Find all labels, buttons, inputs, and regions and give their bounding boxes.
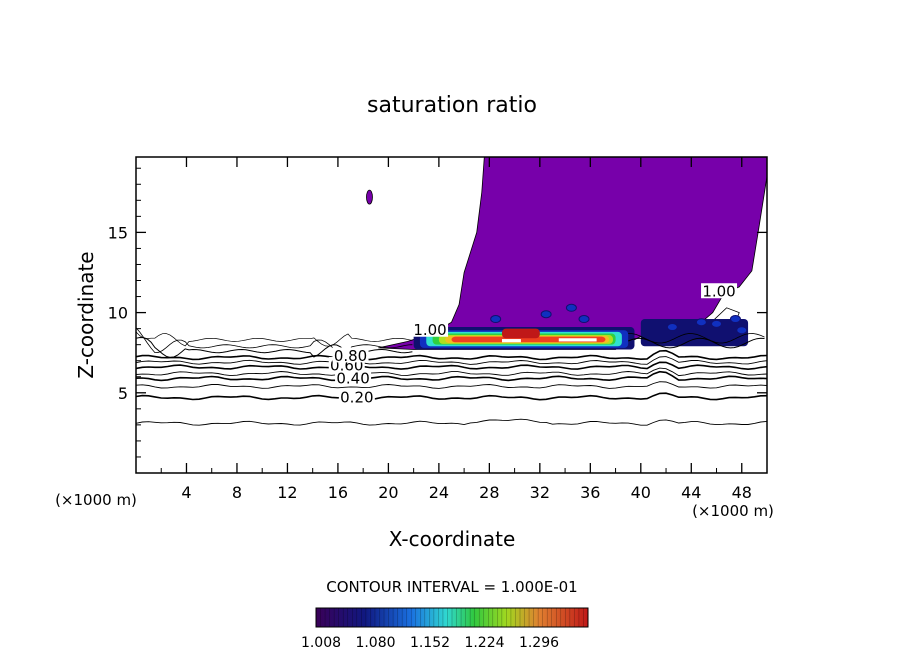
- x-tick-label: 24: [429, 483, 449, 502]
- cloud-blob: [729, 315, 741, 324]
- cloud-band-layer: [501, 328, 540, 339]
- x-tick-label: 28: [479, 483, 499, 502]
- cloud-blob: [666, 323, 678, 332]
- contour-interval-label: CONTOUR INTERVAL = 1.000E-01: [326, 578, 577, 596]
- contour-label: 1.00: [413, 321, 446, 339]
- x-unit-left: (×1000 m): [55, 491, 137, 509]
- contour-line: [136, 392, 767, 401]
- cloud-band-gap: [558, 338, 597, 342]
- x-tick-label: 8: [232, 483, 242, 502]
- cloud-blob: [490, 315, 502, 324]
- colorbar-tick-label: 1.296: [519, 635, 559, 651]
- x-unit-right: (×1000 m): [692, 502, 774, 520]
- cloud-blob: [565, 303, 577, 312]
- contour-label: 0.20: [340, 389, 373, 407]
- x-tick-label: 44: [681, 483, 701, 502]
- x-tick-label: 32: [530, 483, 550, 502]
- cloud-band-gap: [501, 339, 521, 343]
- contour-line: [136, 361, 767, 371]
- y-axis-label: Z-coordinate: [74, 251, 98, 378]
- colorbar-ticks: 1.008 1.080 1.152 1.224 1.296: [301, 608, 584, 651]
- contour-line: [136, 418, 767, 426]
- cloud-blob: [736, 326, 748, 335]
- cloud-blob: [695, 318, 707, 327]
- contour-line: [136, 356, 767, 365]
- cloud-blob: [711, 319, 723, 328]
- contour-label-bg: [332, 347, 369, 363]
- y-tick-label: 5: [118, 384, 128, 403]
- contour-label: 0.40: [336, 369, 369, 387]
- contour-label-bg: [338, 389, 375, 405]
- contour-line: [136, 349, 767, 361]
- contour-label-bg: [412, 321, 449, 337]
- cloud-band-layer: [640, 319, 749, 347]
- isolated-cell: [366, 189, 373, 205]
- x-tick-label: 20: [378, 483, 398, 502]
- colorbar-tick-label: 1.152: [410, 635, 450, 651]
- y-axis-ticks: 5 10 15: [108, 167, 767, 458]
- x-tick-label: 36: [580, 483, 600, 502]
- contour-line-upper: [136, 331, 413, 347]
- x-axis-label: X-coordinate: [389, 527, 516, 551]
- contour-line: [136, 367, 767, 377]
- x-tick-label: 16: [328, 483, 348, 502]
- x-tick-label: 4: [181, 483, 191, 502]
- x-tick-label: 12: [277, 483, 297, 502]
- plot-area: 0.200.400.600.801.001.00: [136, 157, 767, 426]
- contour-label-bg: [701, 283, 738, 299]
- plot-frame: [135, 156, 768, 474]
- chart-title: saturation ratio: [367, 93, 537, 118]
- contour-line: [136, 381, 767, 389]
- contour-label: 1.00: [702, 283, 735, 301]
- y-tick-label: 10: [108, 304, 128, 323]
- x-tick-label: 40: [631, 483, 651, 502]
- colorbar-tick-label: 1.224: [464, 635, 504, 651]
- x-tick-label: 48: [732, 483, 752, 502]
- cloud-blob: [540, 310, 552, 319]
- contour-line: [136, 370, 767, 382]
- contour-line-upper: [136, 327, 413, 354]
- contour-label-bg: [335, 369, 372, 385]
- contour-line-upper-right: [628, 333, 765, 344]
- colorbar-tick-label: 1.008: [301, 635, 341, 651]
- colorbar-tick-label: 1.080: [355, 635, 395, 651]
- contour-label: 0.80: [334, 347, 367, 365]
- y-tick-label: 15: [108, 223, 128, 242]
- x-axis-ticks: 4 8 12 16 20 24 28 32 36 40 44 48: [160, 157, 752, 502]
- cloud-blob: [578, 315, 590, 324]
